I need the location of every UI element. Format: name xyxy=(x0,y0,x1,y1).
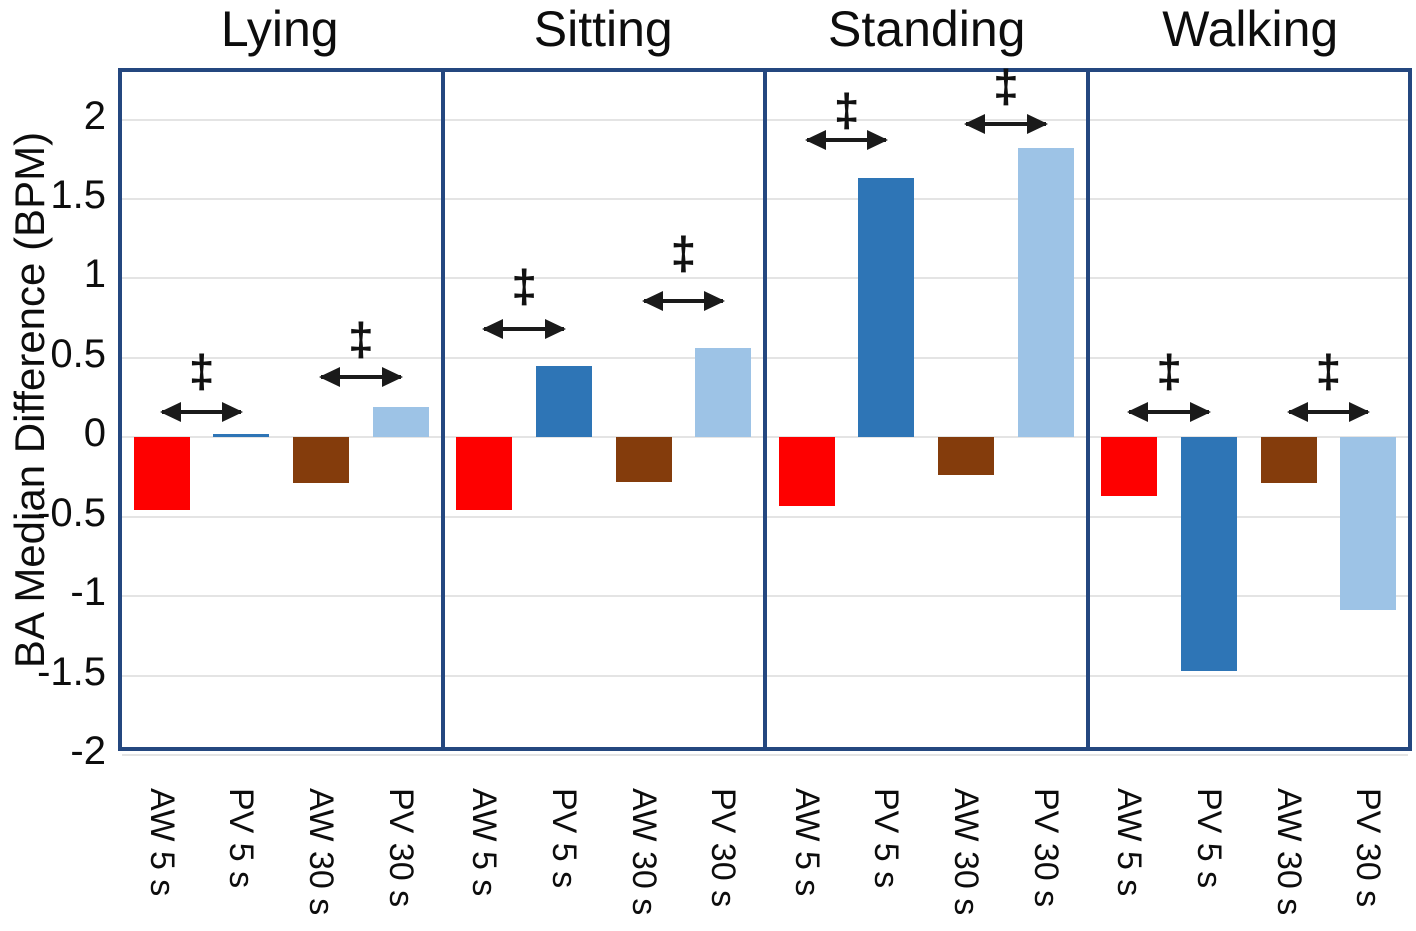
x-tick-label-text: PV 30 s xyxy=(704,788,743,908)
y-tick-label: 0 xyxy=(83,411,106,456)
arrowhead-right-icon xyxy=(381,366,403,387)
bar-standing-aw-5-s xyxy=(778,437,835,506)
panel-title-walking: Walking xyxy=(1162,1,1339,57)
arrowhead-right-icon xyxy=(704,290,726,311)
bar-walking-aw-5-s xyxy=(1101,437,1158,497)
arrowhead-right-icon xyxy=(544,319,566,340)
double-dagger-symbol: ‡ xyxy=(1315,344,1342,397)
bar-sitting-pv-30-s xyxy=(695,348,752,438)
x-tick-label-text: AW 30 s xyxy=(302,788,341,916)
bar-walking-pv-30-s xyxy=(1340,437,1397,611)
bar-sitting-aw-30-s xyxy=(615,437,672,482)
panel-title-standing: Standing xyxy=(828,1,1026,57)
y-tick-label: -2 xyxy=(70,729,106,773)
arrowhead-left-icon xyxy=(159,401,181,422)
y-tick-label: 2 xyxy=(83,93,106,138)
arrowhead-left-icon xyxy=(804,130,826,151)
y-tick-label: 1.5 xyxy=(50,173,106,218)
x-tick-label-text: PV 30 s xyxy=(1026,788,1065,908)
x-tick-label-text: AW 30 s xyxy=(624,788,663,916)
panel-walking: AW 5 s PV 5 s AW 30 s PV 30 s ‡ ‡ xyxy=(1085,72,1409,915)
comparison-double-arrow xyxy=(319,366,403,387)
comparison-double-arrow xyxy=(1127,401,1211,422)
panels-layer: AW 5 s PV 5 s AW 30 s PV 30 s ‡ ‡ AW 5 s PV 5 s… xyxy=(122,63,1409,915)
x-tick-label-text: PV 30 s xyxy=(381,788,420,908)
double-dagger-symbol: ‡ xyxy=(511,260,537,313)
x-tick-label-text: AW 5 s xyxy=(465,788,504,897)
arrowhead-right-icon xyxy=(1349,401,1371,422)
arrowhead-left-icon xyxy=(641,290,663,311)
y-tick-label: -1 xyxy=(70,570,106,615)
comparison-double-arrow xyxy=(641,290,726,311)
x-tick-label-text: AW 5 s xyxy=(787,788,826,897)
arrowhead-left-icon xyxy=(319,366,341,387)
plot-area: AW 5 s PV 5 s AW 30 s PV 30 s ‡ ‡ AW 5 s PV 5 s… xyxy=(118,63,1412,915)
double-dagger-symbol: ‡ xyxy=(188,344,215,397)
bar-lying-aw-5-s xyxy=(133,437,190,511)
x-tick-label-text: PV 5 s xyxy=(544,788,583,889)
panel-sitting: AW 5 s PV 5 s AW 30 s PV 30 s ‡ ‡ xyxy=(440,72,764,915)
comparison-double-arrow xyxy=(964,114,1048,135)
y-tick-label: 0.5 xyxy=(50,331,106,376)
bar-lying-aw-30-s xyxy=(293,437,350,484)
x-tick-label-text: PV 30 s xyxy=(1349,788,1388,908)
arrowhead-right-icon xyxy=(222,401,244,422)
bar-walking-aw-30-s xyxy=(1260,437,1317,484)
comparison-double-arrow xyxy=(1286,401,1371,422)
panel-titles-row: Lying Sitting Standing Walking xyxy=(118,0,1412,58)
double-dagger-symbol: ‡ xyxy=(993,60,1019,113)
arrowhead-left-icon xyxy=(1127,401,1149,422)
x-tick-label-text: AW 30 s xyxy=(947,788,986,916)
bar-sitting-pv-5-s xyxy=(535,365,592,438)
y-tick-label: 1 xyxy=(83,252,106,297)
x-tick-label-text: AW 30 s xyxy=(1269,788,1308,916)
double-dagger-symbol: ‡ xyxy=(1156,344,1182,397)
arrowhead-left-icon xyxy=(482,319,504,340)
bar-standing-pv-30-s xyxy=(1017,148,1074,438)
panel-standing: AW 5 s PV 5 s AW 30 s PV 30 s ‡ ‡ xyxy=(763,63,1086,915)
bar-walking-pv-5-s xyxy=(1180,437,1237,671)
bar-lying-pv-30-s xyxy=(372,407,429,438)
y-tick-label: -0.5 xyxy=(37,490,106,535)
double-dagger-symbol: ‡ xyxy=(833,84,860,137)
bar-standing-pv-5-s xyxy=(858,178,915,438)
arrowhead-right-icon xyxy=(1026,114,1048,135)
x-tick-label-text: PV 5 s xyxy=(867,788,906,889)
bar-standing-aw-30-s xyxy=(938,437,995,476)
x-tick-label-text: AW 5 s xyxy=(142,788,181,897)
comparison-double-arrow xyxy=(159,401,244,422)
panel-title-sitting: Sitting xyxy=(533,1,673,57)
bar-sitting-aw-5-s xyxy=(456,437,513,511)
arrowhead-left-icon xyxy=(964,114,986,135)
panel-title-lying: Lying xyxy=(220,1,339,57)
comparison-double-arrow xyxy=(804,130,889,151)
x-tick-label-text: PV 5 s xyxy=(222,788,261,889)
arrowhead-right-icon xyxy=(867,130,889,151)
arrowhead-left-icon xyxy=(1286,401,1308,422)
x-tick-label-text: AW 5 s xyxy=(1110,788,1149,897)
double-dagger-symbol: ‡ xyxy=(670,227,697,280)
panel-lying: AW 5 s PV 5 s AW 30 s PV 30 s ‡ ‡ xyxy=(122,72,441,915)
arrowhead-right-icon xyxy=(1189,401,1211,422)
double-dagger-symbol: ‡ xyxy=(348,312,374,365)
y-tick-label: -1.5 xyxy=(37,649,106,694)
x-tick-label-text: PV 5 s xyxy=(1189,788,1228,889)
comparison-double-arrow xyxy=(482,319,566,340)
gridline xyxy=(122,754,1408,756)
bar-lying-pv-5-s xyxy=(213,434,270,438)
